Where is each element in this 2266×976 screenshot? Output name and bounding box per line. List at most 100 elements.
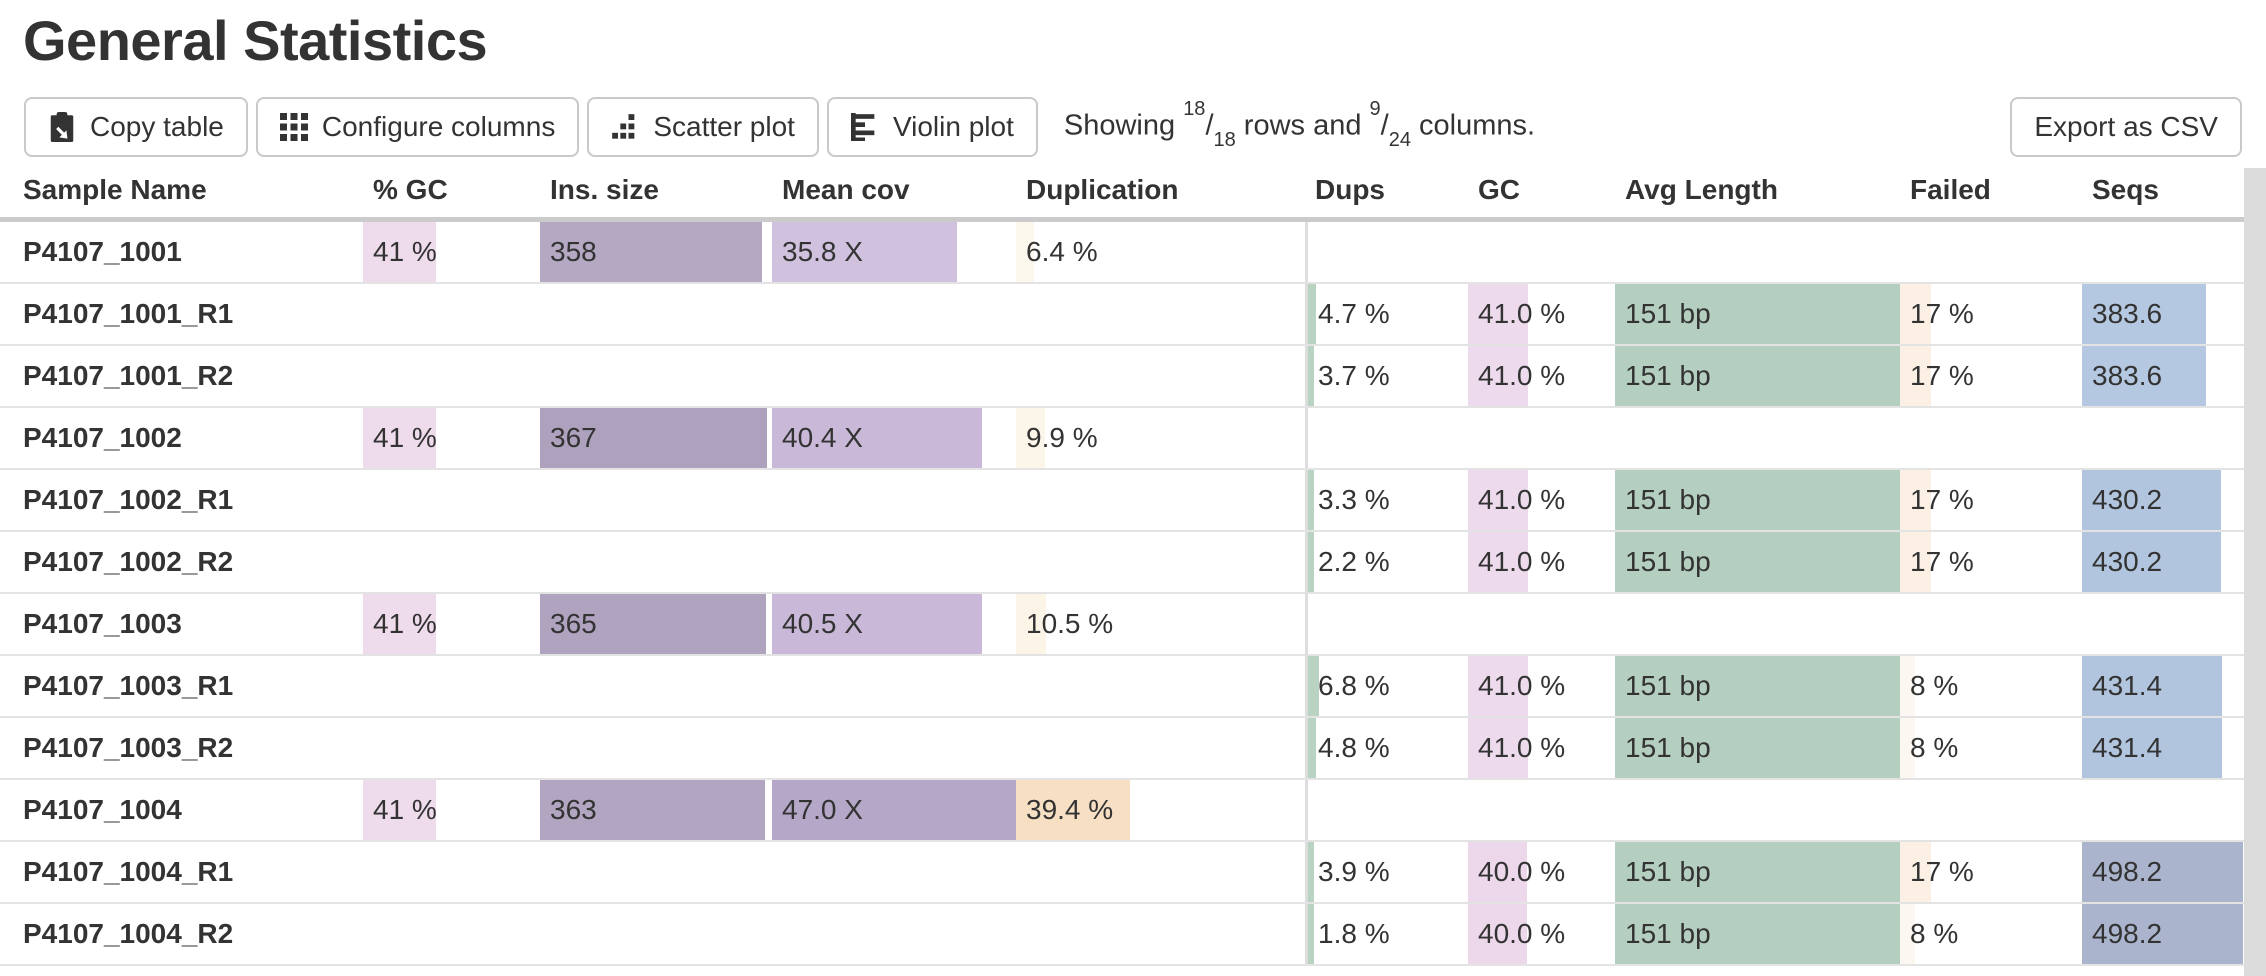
- column-header-gc_pct[interactable]: % GC: [373, 174, 448, 205]
- cell-sample[interactable]: P4107_1001: [0, 222, 363, 282]
- cell-gc: [1468, 780, 1615, 840]
- cell-dups: [1305, 222, 1468, 282]
- sample-name: P4107_1002_R2: [23, 546, 234, 577]
- data-bar: [1016, 222, 1035, 282]
- data-bar: [1308, 904, 1314, 964]
- data-bar: [1468, 656, 1529, 716]
- cell-sample[interactable]: P4107_1002: [0, 408, 363, 468]
- cell-gc_pct: 41 %: [363, 780, 540, 840]
- cell-seqs: [2082, 780, 2244, 840]
- cell-seqs: [2082, 222, 2244, 282]
- table-row: P4107_1001_R2 3.7 % 41.0 % 151 bp 17 % 383.6: [0, 346, 2244, 408]
- cell-value: 151 bp: [1625, 546, 1711, 577]
- scatter-plot-button[interactable]: Scatter plot: [587, 97, 819, 157]
- column-header-dups[interactable]: Dups: [1315, 174, 1385, 205]
- cell-avg_length: 151 bp: [1615, 470, 1900, 530]
- data-bar: [1308, 532, 1314, 592]
- cell-gc_pct: [363, 284, 540, 344]
- column-header-seqs[interactable]: Seqs: [2092, 174, 2159, 205]
- cell-avg_length: 151 bp: [1615, 346, 1900, 406]
- cell-sample[interactable]: P4107_1003: [0, 594, 363, 654]
- column-header-duplication[interactable]: Duplication: [1026, 174, 1179, 205]
- cell-sample[interactable]: P4107_1001_R1: [0, 284, 363, 344]
- cell-sample[interactable]: P4107_1004_R2: [0, 904, 363, 964]
- cell-seqs: 498.2: [2082, 842, 2244, 902]
- column-header-ins_size[interactable]: Ins. size: [550, 174, 659, 205]
- violin-plot-button[interactable]: Violin plot: [826, 97, 1038, 157]
- cell-duplication: 6.4 %: [1016, 222, 1305, 282]
- export-csv-button[interactable]: Export as CSV: [2010, 97, 2242, 157]
- data-bar: [1900, 346, 1931, 406]
- cell-value: 151 bp: [1625, 360, 1711, 391]
- cell-value: 151 bp: [1625, 298, 1711, 329]
- data-bar: [2082, 346, 2207, 406]
- cell-value: 41.0 %: [1478, 732, 1566, 763]
- cell-sample[interactable]: P4107_1004_R1: [0, 842, 363, 902]
- sample-name: P4107_1002: [23, 422, 182, 453]
- cell-duplication: [1016, 284, 1305, 344]
- cell-value: 47.0 X: [782, 794, 863, 825]
- cell-value: 367: [550, 422, 597, 453]
- cell-duplication: 10.5 %: [1016, 594, 1305, 654]
- cell-value: 3.3 %: [1318, 484, 1390, 515]
- cell-sample[interactable]: P4107_1002_R2: [0, 532, 363, 592]
- table-row: P4107_1003 41 % 365 40.5 X 10.5 %: [0, 594, 2244, 656]
- data-bar: [772, 408, 982, 468]
- configure-columns-button[interactable]: Configure columns: [255, 97, 580, 157]
- vertical-scrollbar[interactable]: [2244, 168, 2266, 976]
- cell-duplication: [1016, 842, 1305, 902]
- cell-ins_size: 363: [540, 780, 772, 840]
- column-header-sample[interactable]: Sample Name: [23, 174, 207, 205]
- cell-gc: [1468, 594, 1615, 654]
- cell-value: 40.4 X: [782, 422, 863, 453]
- fraction-slash: /: [1205, 109, 1214, 142]
- column-header-avg_length[interactable]: Avg Length: [1625, 174, 1778, 205]
- cell-sample[interactable]: P4107_1001_R2: [0, 346, 363, 406]
- cell-dups: 4.8 %: [1305, 718, 1468, 778]
- cell-gc: 41.0 %: [1468, 656, 1615, 716]
- cell-value: 8 %: [1910, 918, 1959, 949]
- cell-value: 41 %: [373, 794, 437, 825]
- cell-seqs: 383.6: [2082, 284, 2244, 344]
- cell-ins_size: [540, 904, 772, 964]
- cell-sample[interactable]: P4107_1003_R2: [0, 718, 363, 778]
- data-bar: [1468, 904, 1527, 964]
- table-row: P4107_1004_R1 3.9 % 40.0 % 151 bp 17 % 498.2: [0, 842, 2244, 904]
- data-bar: [1615, 842, 1900, 902]
- cell-sample[interactable]: P4107_1004: [0, 780, 363, 840]
- cell-mean_cov: [772, 346, 1016, 406]
- data-bar: [1308, 284, 1316, 344]
- cell-seqs: 431.4: [2082, 656, 2244, 716]
- cell-seqs: 430.2: [2082, 532, 2244, 592]
- data-bar: [540, 780, 765, 840]
- column-header-failed[interactable]: Failed: [1910, 174, 1991, 205]
- cell-dups: [1305, 594, 1468, 654]
- button-label: Violin plot: [892, 111, 1014, 142]
- cell-value: 2.2 %: [1318, 546, 1390, 577]
- data-bar: [363, 594, 436, 654]
- button-label: Configure columns: [321, 111, 556, 142]
- cell-value: 151 bp: [1625, 856, 1711, 887]
- table-row: P4107_1002_R1 3.3 % 41.0 % 151 bp 17 % 430.2: [0, 470, 2244, 532]
- cell-avg_length: 151 bp: [1615, 656, 1900, 716]
- toolbar-buttons: Copy table Configure columns Scatter plot V…: [16, 97, 1038, 157]
- cell-seqs: 383.6: [2082, 346, 2244, 406]
- cell-sample[interactable]: P4107_1003_R1: [0, 656, 363, 716]
- column-header-gc[interactable]: GC: [1478, 174, 1520, 205]
- cell-failed: 17 %: [1900, 346, 2082, 406]
- data-bar: [1016, 408, 1045, 468]
- cell-dups: 3.9 %: [1305, 842, 1468, 902]
- cell-duplication: [1016, 718, 1305, 778]
- data-bar: [1615, 656, 1900, 716]
- cell-value: 8 %: [1910, 670, 1959, 701]
- cell-mean_cov: [772, 284, 1016, 344]
- cell-sample[interactable]: P4107_1002_R1: [0, 470, 363, 530]
- data-bar: [1016, 780, 1130, 840]
- data-bar: [1308, 470, 1314, 530]
- table-row: P4107_1001_R1 4.7 % 41.0 % 151 bp 17 % 383.6: [0, 284, 2244, 346]
- column-header-mean_cov[interactable]: Mean cov: [782, 174, 910, 205]
- toolbar: Copy table Configure columns Scatter plot V…: [16, 97, 2242, 157]
- cell-avg_length: [1615, 408, 1900, 468]
- cell-gc_pct: [363, 904, 540, 964]
- copy-table-button[interactable]: Copy table: [24, 97, 248, 157]
